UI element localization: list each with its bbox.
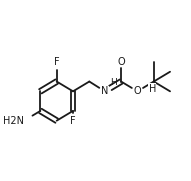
Text: O: O [117,57,125,67]
Text: N: N [101,86,108,96]
Text: N: N [101,86,108,96]
Text: O: O [134,86,141,96]
Text: H: H [149,84,156,94]
Text: F: F [54,57,60,67]
Text: O: O [134,86,141,96]
Text: H: H [111,78,117,87]
Text: O: O [117,57,125,67]
Text: F: F [70,116,76,126]
Text: H2N: H2N [3,116,24,126]
